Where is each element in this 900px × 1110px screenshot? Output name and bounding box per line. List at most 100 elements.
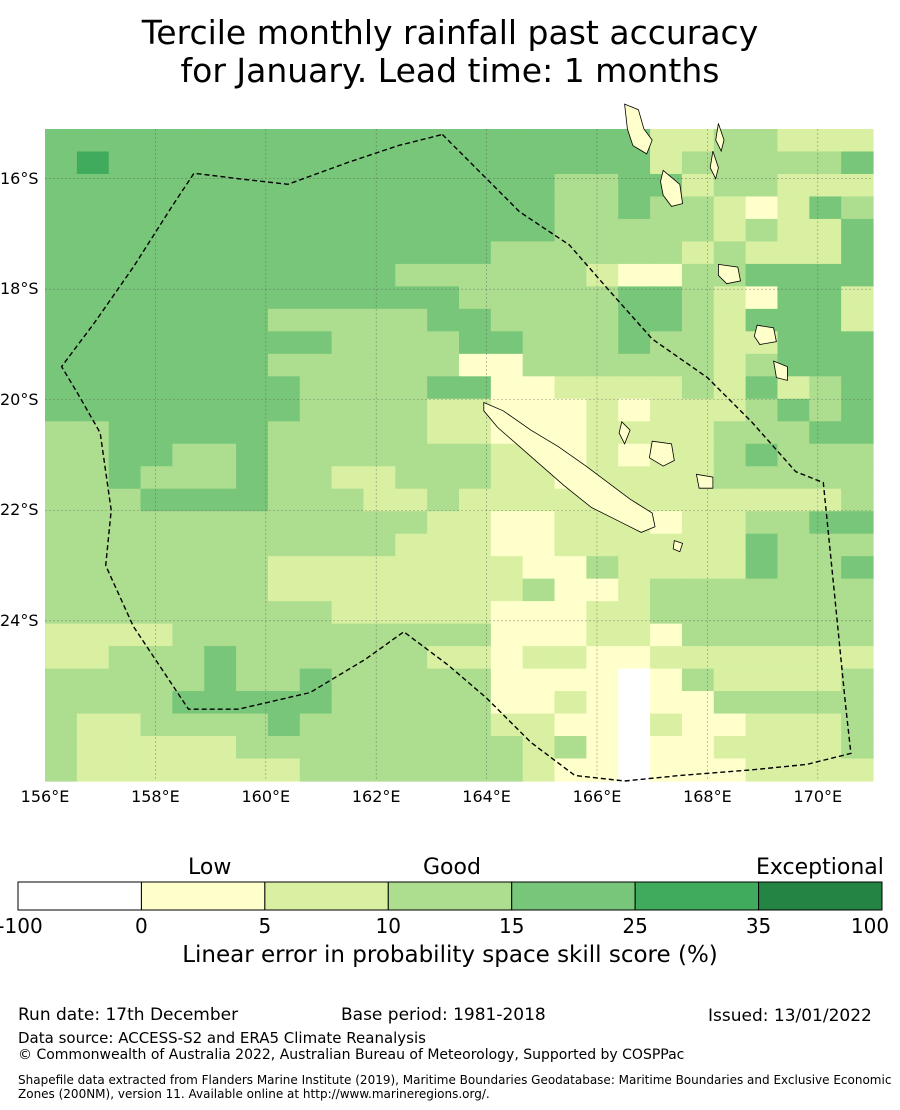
- skill-cell: [586, 556, 619, 580]
- skill-cell: [108, 488, 142, 512]
- skill-cell: [204, 466, 237, 490]
- skill-cell: [108, 241, 142, 265]
- skill-cell: [490, 129, 524, 153]
- skill-cell: [363, 129, 396, 153]
- skill-cell: [427, 353, 460, 377]
- skill-cell: [618, 331, 651, 355]
- skill-cell: [331, 601, 365, 625]
- skill-cell: [204, 196, 237, 220]
- skill-cell: [427, 511, 460, 535]
- skill-cell: [140, 556, 173, 580]
- skill-cell: [172, 286, 205, 310]
- skill-cell: [841, 511, 874, 535]
- skill-cell: [363, 713, 396, 737]
- skill-cell: [618, 376, 651, 400]
- skill-cell: [713, 646, 747, 670]
- skill-cell: [395, 466, 428, 490]
- skill-cell: [777, 263, 810, 287]
- skill-cell: [299, 353, 333, 377]
- skill-cell: [267, 331, 301, 355]
- skill-cell: [299, 578, 333, 602]
- skill-cell: [681, 151, 715, 175]
- skill-cell: [459, 736, 492, 760]
- skill-cell: [681, 353, 715, 377]
- skill-cell: [331, 668, 365, 692]
- skill-cell: [459, 173, 492, 198]
- skill-cell: [395, 533, 428, 557]
- lon-tick-label: 166°E: [572, 787, 622, 806]
- skill-cell: [777, 623, 810, 647]
- skill-cell: [427, 241, 460, 265]
- skill-cell: [45, 488, 78, 512]
- skill-cell: [172, 308, 205, 332]
- skill-cell: [777, 466, 810, 490]
- skill-cell: [140, 308, 173, 332]
- skill-cell: [745, 263, 779, 287]
- skill-cell: [267, 623, 301, 647]
- skill-cell: [363, 308, 396, 332]
- skill-cell: [140, 578, 173, 602]
- skill-cell: [745, 241, 779, 265]
- skill-cell: [236, 353, 269, 377]
- skill-cell: [76, 466, 110, 490]
- skill-cell: [395, 691, 428, 715]
- title-line-1: Tercile monthly rainfall past accuracy: [141, 13, 759, 52]
- skill-cell: [331, 331, 365, 355]
- skill-cell: [554, 308, 587, 332]
- skill-cell: [745, 218, 779, 243]
- skill-cell: [618, 713, 651, 737]
- skill-cell: [45, 578, 78, 602]
- skill-cell: [809, 578, 842, 602]
- skill-cell: [554, 398, 587, 422]
- skill-cell: [331, 129, 365, 153]
- skill-cell: [745, 691, 779, 715]
- skill-cell: [554, 151, 587, 175]
- skill-cell: [841, 736, 874, 760]
- skill-cell: [713, 533, 747, 557]
- skill-cell: [140, 466, 173, 490]
- skill-cell: [363, 241, 396, 265]
- skill-cell: [427, 623, 460, 647]
- skill-cell: [299, 601, 333, 625]
- skill-cell: [427, 263, 460, 287]
- skill-cell: [76, 218, 110, 243]
- graticule-layer: [45, 129, 873, 781]
- skill-cell: [554, 668, 587, 692]
- skill-cell: [76, 623, 110, 647]
- skill-cell: [140, 691, 173, 715]
- skill-cell: [140, 736, 173, 760]
- skill-cell: [522, 713, 556, 737]
- skill-cell: [427, 331, 460, 355]
- skill-cell: [267, 533, 301, 557]
- skill-cell: [395, 263, 428, 287]
- skill-cell: [713, 151, 747, 175]
- skill-cell: [841, 691, 874, 715]
- skill-cell: [204, 691, 237, 715]
- skill-cell: [76, 376, 110, 400]
- lon-tick-label: 168°E: [683, 787, 732, 806]
- skill-cell: [427, 218, 460, 243]
- skill-cell: [76, 263, 110, 287]
- skill-cell: [777, 488, 810, 512]
- skill-cell: [299, 376, 333, 400]
- skill-cell: [650, 736, 683, 760]
- skill-cell: [204, 173, 237, 198]
- skill-cell: [395, 196, 428, 220]
- skill-cell: [299, 466, 333, 490]
- skill-cell: [236, 421, 269, 445]
- skill-cell: [427, 376, 460, 400]
- skill-cell: [713, 623, 747, 647]
- skill-cell: [427, 533, 460, 557]
- skill-cell: [108, 151, 142, 175]
- skill-cell: [395, 511, 428, 535]
- skill-cell: [172, 331, 205, 355]
- skill-cell: [172, 376, 205, 400]
- skill-cell: [76, 331, 110, 355]
- skill-cell: [172, 173, 205, 198]
- skill-cell: [490, 691, 524, 715]
- lon-tick-label: 164°E: [462, 787, 511, 806]
- skill-cell: [204, 578, 237, 602]
- skill-cell: [809, 218, 842, 243]
- skill-cell: [681, 398, 715, 422]
- skill-cell: [45, 758, 78, 782]
